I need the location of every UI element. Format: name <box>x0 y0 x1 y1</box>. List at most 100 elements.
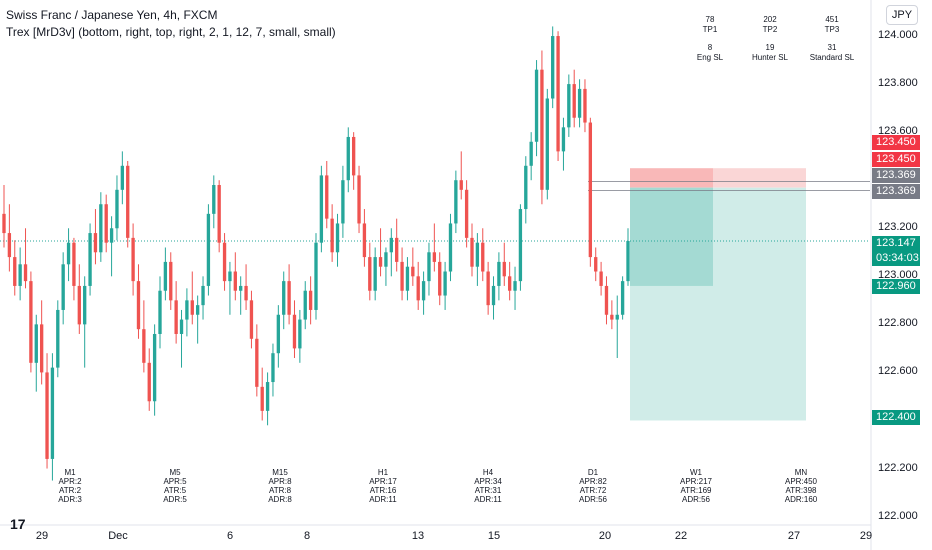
price-tick-label: 122.600 <box>878 365 918 378</box>
candle-body <box>255 338 259 387</box>
time-tick-label: 22 <box>674 530 688 542</box>
tf-atr: ATR:2 <box>58 486 82 495</box>
candle-body <box>486 271 490 306</box>
candle-body <box>524 165 528 210</box>
tf-name: M15 <box>272 468 288 477</box>
stat-label: TP1 <box>702 25 718 34</box>
candle-body <box>319 175 324 243</box>
candle-body <box>244 285 248 301</box>
stat-value: 451 <box>825 15 839 24</box>
candle-body <box>432 252 437 262</box>
candle-body <box>265 382 270 411</box>
candle-body <box>464 189 469 238</box>
candle-body <box>314 242 318 310</box>
candle-body <box>115 189 119 229</box>
tf-m1: M1 APR:2 ATR:2 ADR:3 <box>40 468 100 504</box>
candle-body <box>378 257 383 267</box>
price-tick-label: 122.800 <box>878 317 918 330</box>
price-tick-label: 122.000 <box>878 509 918 522</box>
stat-label: Hunter SL <box>751 53 789 62</box>
candle-body <box>303 290 307 320</box>
candle-body <box>222 242 227 282</box>
candle-body <box>577 88 582 118</box>
candle-body <box>93 233 98 253</box>
candle-body <box>626 240 630 282</box>
candle-body <box>104 204 108 243</box>
candle-body <box>561 127 566 152</box>
candle-body <box>518 209 523 282</box>
candle-body <box>249 300 254 339</box>
tf-h1: H1 APR:17 ATR:16 ADR:11 <box>353 468 413 504</box>
candle-body <box>61 264 65 310</box>
stat-value: 8 <box>707 43 713 52</box>
tf-d1: D1 APR:82 ATR:72 ADR:56 <box>563 468 623 504</box>
candle-body <box>126 165 130 238</box>
tf-adr: ADR:160 <box>784 495 818 504</box>
candle-body <box>534 69 539 142</box>
tradingview-logo[interactable]: 17 <box>10 516 26 532</box>
candle-body <box>287 281 291 315</box>
candle-body <box>540 69 544 190</box>
candle-body <box>174 300 178 334</box>
candle-body <box>411 266 415 277</box>
stop-target-badge: 122.400 <box>872 410 920 425</box>
stat-standard-sl: 31 Standard SL <box>797 43 867 63</box>
candle-body <box>109 228 114 243</box>
stop-price-badge: 123.450 <box>872 135 920 150</box>
target-zone-inner <box>630 187 713 286</box>
stat-tp2: 202 TP2 <box>735 15 805 35</box>
candle-body <box>217 185 221 243</box>
tf-adr: ADR:56 <box>681 495 710 504</box>
symbol-title[interactable]: Swiss Franc / Japanese Yen, 4h, FXCM <box>6 8 218 22</box>
tf-apr: APR:17 <box>369 477 397 486</box>
candle-body <box>497 261 501 286</box>
candle-body <box>83 285 87 325</box>
indicator-legend[interactable]: Trex [MrD3v] (bottom, right, top, right,… <box>6 25 336 39</box>
candle-body <box>13 257 17 286</box>
candle-body <box>136 281 141 330</box>
candle-body <box>190 300 194 315</box>
tf-name: M1 <box>64 468 76 477</box>
candle-body <box>39 324 44 373</box>
tf-name: H4 <box>482 468 494 477</box>
candle-body <box>481 242 485 272</box>
stat-value: 31 <box>827 43 837 52</box>
tf-name: MN <box>794 468 808 477</box>
tf-atr: ATR:31 <box>474 486 502 495</box>
candle-body <box>395 237 399 262</box>
stat-hunter-sl: 19 Hunter SL <box>735 43 805 63</box>
last-price-badge: 123.147 <box>872 236 920 251</box>
tf-h4: H4 APR:34 ATR:31 ADR:11 <box>458 468 518 504</box>
candle-body <box>405 266 410 291</box>
price-tick-label: 124.000 <box>878 29 918 42</box>
candle-body <box>201 285 205 306</box>
tf-m15: M15 APR:8 ATR:8 ADR:8 <box>250 468 310 504</box>
price-tick-label: 123.600 <box>878 125 918 138</box>
stat-value: 78 <box>705 15 715 24</box>
tf-atr: ATR:8 <box>268 486 292 495</box>
entry-price-badge: 123.369 <box>872 168 920 183</box>
stat-label: TP2 <box>762 25 778 34</box>
candle-body <box>491 285 496 306</box>
candle-body <box>276 314 281 354</box>
candle-body <box>142 329 146 363</box>
price-tick-label: 123.800 <box>878 77 918 90</box>
entry-price-badge-2: 123.369 <box>872 184 920 199</box>
candle-body <box>131 237 135 282</box>
tf-mn: MN APR:450 ATR:398 ADR:160 <box>771 468 831 504</box>
candle-body <box>77 285 81 325</box>
candle-body <box>594 257 598 272</box>
candle-body <box>529 141 533 166</box>
candle-body <box>341 180 345 224</box>
candle-body <box>169 261 173 301</box>
time-axis[interactable]: 29 Dec 6 8 13 15 20 22 27 29 <box>0 525 872 550</box>
currency-button[interactable]: JPY <box>886 5 918 25</box>
tf-apr: APR:217 <box>679 477 713 486</box>
tf-atr: ATR:5 <box>163 486 187 495</box>
tf-apr: APR:5 <box>163 477 187 486</box>
time-tick-label: 20 <box>598 530 612 542</box>
tf-adr: ADR:3 <box>58 495 82 504</box>
stat-eng-sl: 8 Eng SL <box>675 43 745 63</box>
